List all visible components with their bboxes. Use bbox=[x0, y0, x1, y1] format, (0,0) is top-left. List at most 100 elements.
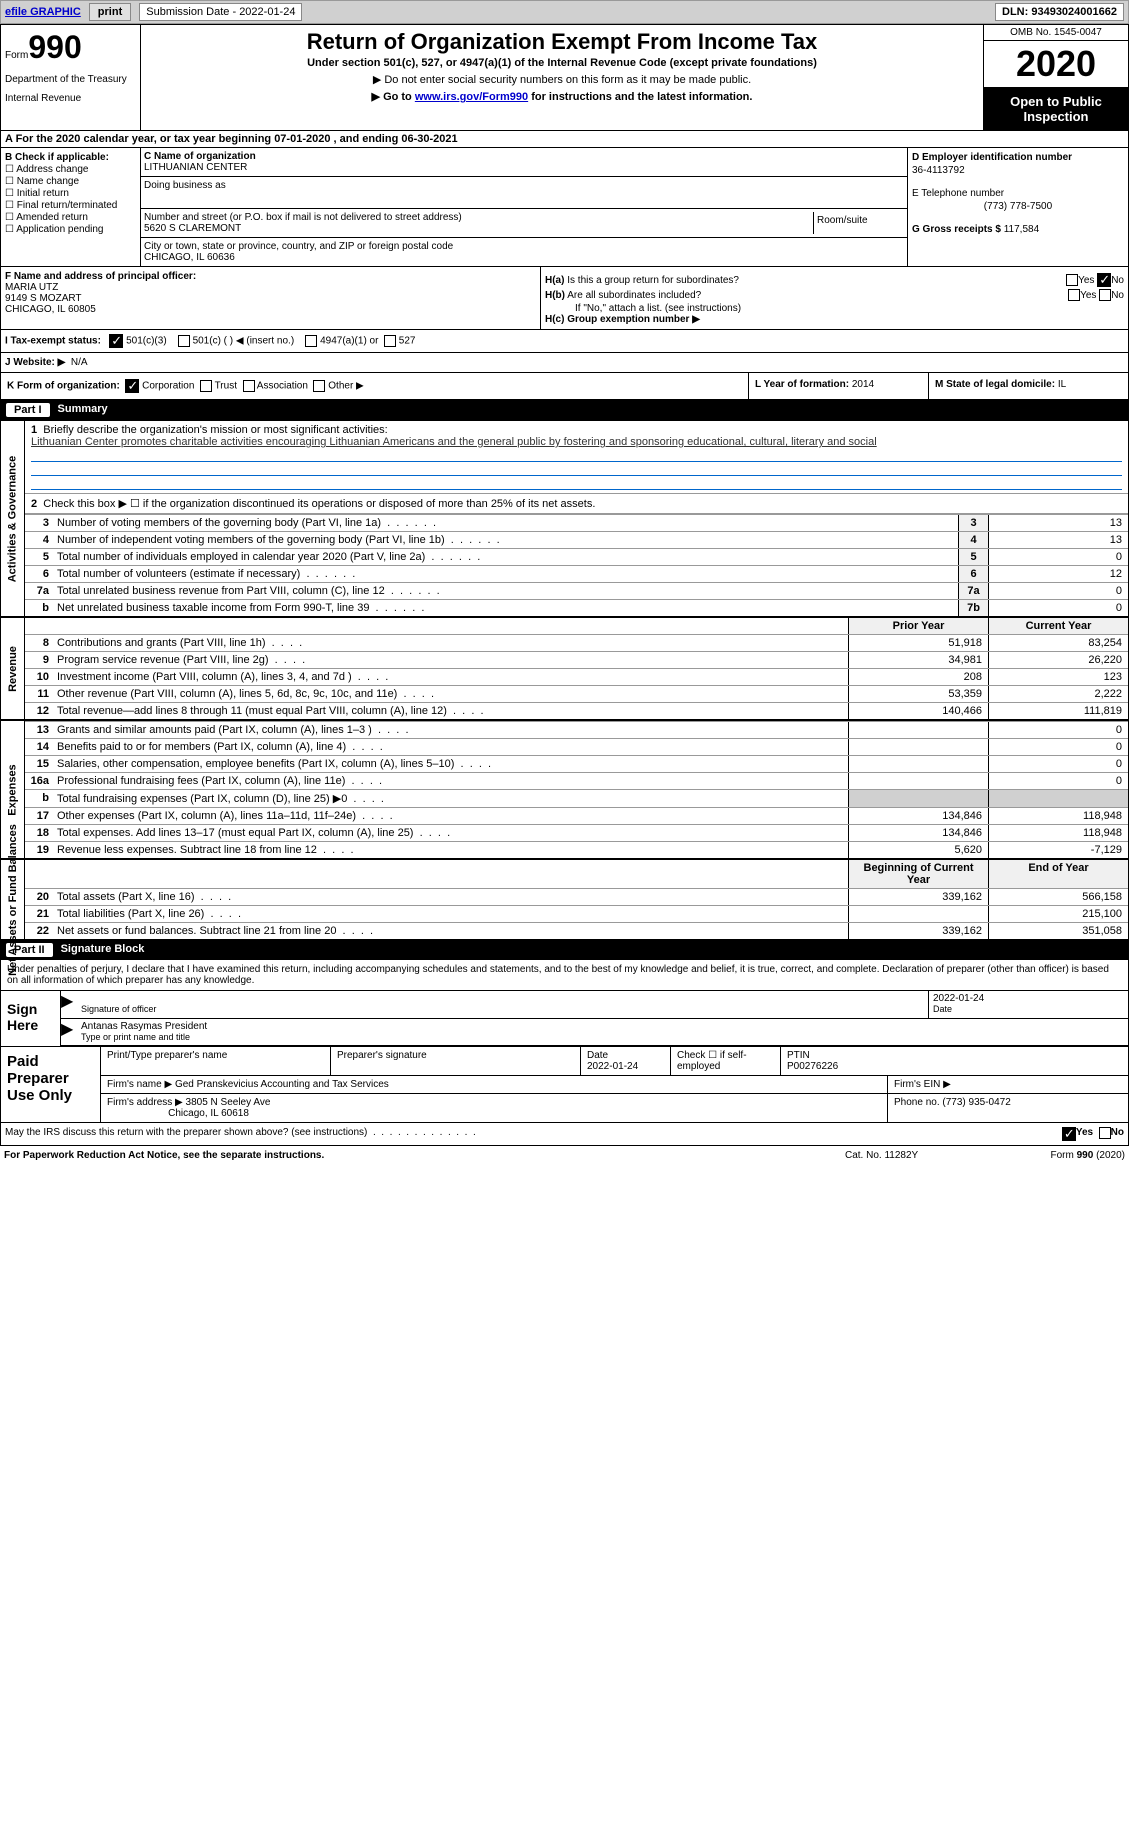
table-row: 6Total number of volunteers (estimate if… bbox=[25, 565, 1128, 582]
table-row: 11Other revenue (Part VIII, column (A), … bbox=[25, 685, 1128, 702]
addr-value: 5620 S CLAREMONT bbox=[144, 223, 241, 234]
officer-sig-label: Signature of officer bbox=[81, 1004, 156, 1014]
print-button[interactable]: print bbox=[89, 3, 131, 21]
part-2-header: Part II Signature Block bbox=[0, 940, 1129, 960]
table-row: 20Total assets (Part X, line 16) . . . .… bbox=[25, 888, 1128, 905]
vert-label-rev: Revenue bbox=[7, 646, 19, 692]
cb-ha-yes[interactable] bbox=[1066, 274, 1078, 286]
addr-label: Number and street (or P.O. box if mail i… bbox=[144, 212, 462, 223]
cb-address-change[interactable]: ☐ Address change bbox=[5, 164, 136, 175]
officer-name-title: Antanas Rasymas President bbox=[81, 1021, 207, 1032]
cb-discuss-no[interactable] bbox=[1099, 1127, 1111, 1139]
form-number: Form990 bbox=[5, 29, 136, 66]
q1-answer: Lithuanian Center promotes charitable ac… bbox=[31, 436, 877, 448]
form-title: Return of Organization Exempt From Incom… bbox=[145, 29, 979, 55]
room-label: Room/suite bbox=[814, 212, 904, 234]
dba-label: Doing business as bbox=[144, 180, 226, 191]
table-row: bTotal fundraising expenses (Part IX, co… bbox=[25, 789, 1128, 807]
prep-name-label: Print/Type preparer's name bbox=[107, 1050, 227, 1061]
prep-self-employed[interactable]: Check ☐ if self-employed bbox=[677, 1050, 747, 1072]
paid-preparer-block: Paid Preparer Use Only Print/Type prepar… bbox=[0, 1047, 1129, 1123]
table-row: bNet unrelated business taxable income f… bbox=[25, 599, 1128, 616]
cb-assoc[interactable] bbox=[243, 380, 255, 392]
col-f-officer: F Name and address of principal officer:… bbox=[1, 267, 541, 329]
table-row: 7aTotal unrelated business revenue from … bbox=[25, 582, 1128, 599]
cb-initial-return[interactable]: ☐ Initial return bbox=[5, 188, 136, 199]
irs-link[interactable]: www.irs.gov/Form990 bbox=[415, 91, 528, 103]
summary-revenue: Revenue b Prior Year Current Year 8Contr… bbox=[0, 617, 1129, 720]
col-d-ein-phone: D Employer identification number 36-4113… bbox=[908, 148, 1128, 266]
cb-discuss-yes[interactable] bbox=[1062, 1127, 1076, 1141]
ein-value: 36-4113792 bbox=[912, 165, 1124, 176]
city-value: CHICAGO, IL 60636 bbox=[144, 252, 235, 263]
firm-phone: (773) 935-0472 bbox=[942, 1097, 1010, 1108]
table-row: 17Other expenses (Part IX, column (A), l… bbox=[25, 807, 1128, 824]
table-row: 8Contributions and grants (Part VIII, li… bbox=[25, 634, 1128, 651]
summary-governance: Activities & Governance 1 Briefly descri… bbox=[0, 420, 1129, 617]
prior-year-header: Prior Year bbox=[848, 618, 988, 634]
dln: DLN: 93493024001662 bbox=[995, 3, 1124, 21]
table-row: 9Program service revenue (Part VIII, lin… bbox=[25, 651, 1128, 668]
city-label: City or town, state or province, country… bbox=[144, 241, 453, 252]
table-row: 5Total number of individuals employed in… bbox=[25, 548, 1128, 565]
officer-addr2: CHICAGO, IL 60805 bbox=[5, 304, 96, 315]
table-row: 22Net assets or fund balances. Subtract … bbox=[25, 922, 1128, 939]
sign-here-block: Sign Here ▶ Signature of officer 2022-01… bbox=[0, 991, 1129, 1047]
firm-name: Ged Pranskevicius Accounting and Tax Ser… bbox=[175, 1079, 389, 1090]
table-row: 19Revenue less expenses. Subtract line 1… bbox=[25, 841, 1128, 858]
hc-label: H(c) Group exemption number ▶ bbox=[545, 314, 700, 325]
cb-trust[interactable] bbox=[200, 380, 212, 392]
cat-no: Cat. No. 11282Y bbox=[845, 1150, 985, 1161]
cb-amended-return[interactable]: ☐ Amended return bbox=[5, 212, 136, 223]
table-row: 13Grants and similar amounts paid (Part … bbox=[25, 721, 1128, 738]
table-row: 10Investment income (Part VIII, column (… bbox=[25, 668, 1128, 685]
cb-name-change[interactable]: ☐ Name change bbox=[5, 176, 136, 187]
cb-hb-no[interactable] bbox=[1099, 289, 1111, 301]
arrow-icon: ▶ bbox=[61, 991, 77, 1018]
officer-name: MARIA UTZ bbox=[5, 282, 58, 293]
bottom-row: For Paperwork Reduction Act Notice, see … bbox=[0, 1146, 1129, 1165]
section-f-h: F Name and address of principal officer:… bbox=[0, 267, 1129, 330]
org-name: LITHUANIAN CENTER bbox=[144, 162, 247, 173]
cb-501c3[interactable] bbox=[109, 334, 123, 348]
vert-label-gov: Activities & Governance bbox=[7, 455, 19, 582]
org-name-label: C Name of organization bbox=[144, 151, 256, 162]
form-subtitle: Under section 501(c), 527, or 4947(a)(1)… bbox=[145, 57, 979, 69]
summary-expenses: Expenses 13Grants and similar amounts pa… bbox=[0, 720, 1129, 859]
cb-501c[interactable] bbox=[178, 335, 190, 347]
cb-4947[interactable] bbox=[305, 335, 317, 347]
gross-value: 117,584 bbox=[1004, 224, 1039, 235]
cb-corp[interactable] bbox=[125, 379, 139, 393]
submission-date: Submission Date - 2022-01-24 bbox=[139, 3, 302, 21]
table-row: 14Benefits paid to or for members (Part … bbox=[25, 738, 1128, 755]
section-b-c-d: B Check if applicable: ☐ Address change … bbox=[0, 148, 1129, 267]
sign-here-label: Sign Here bbox=[1, 991, 61, 1046]
cb-other[interactable] bbox=[313, 380, 325, 392]
cb-application-pending[interactable]: ☐ Application pending bbox=[5, 224, 136, 235]
cb-527[interactable] bbox=[384, 335, 396, 347]
prep-sig-label: Preparer's signature bbox=[337, 1050, 427, 1061]
table-row: 12Total revenue—add lines 8 through 11 (… bbox=[25, 702, 1128, 719]
form-ref: Form 990 (2020) bbox=[985, 1150, 1125, 1161]
prep-date: 2022-01-24 bbox=[587, 1061, 638, 1072]
open-public: Open to Public Inspection bbox=[984, 88, 1128, 130]
end-year-header: End of Year bbox=[988, 860, 1128, 888]
arrow-icon: ▶ bbox=[61, 1019, 77, 1045]
efile-link[interactable]: efile GRAPHIC bbox=[5, 6, 81, 18]
table-row: 18Total expenses. Add lines 13–17 (must … bbox=[25, 824, 1128, 841]
sig-date: 2022-01-24 bbox=[933, 993, 984, 1004]
dept-irs: Internal Revenue bbox=[5, 93, 136, 104]
col-c-org-info: C Name of organization LITHUANIAN CENTER… bbox=[141, 148, 908, 266]
paperwork-notice: For Paperwork Reduction Act Notice, see … bbox=[4, 1150, 845, 1161]
top-bar: efile GRAPHIC print Submission Date - 20… bbox=[0, 0, 1129, 24]
cb-final-return[interactable]: ☐ Final return/terminated bbox=[5, 200, 136, 211]
ptin-value: P00276226 bbox=[787, 1061, 838, 1072]
prep-label: Paid Preparer Use Only bbox=[1, 1047, 101, 1122]
cb-ha-no[interactable] bbox=[1097, 273, 1111, 287]
cb-hb-yes[interactable] bbox=[1068, 289, 1080, 301]
table-row: 4Number of independent voting members of… bbox=[25, 531, 1128, 548]
table-row: 16aProfessional fundraising fees (Part I… bbox=[25, 772, 1128, 789]
state-domicile: IL bbox=[1058, 379, 1066, 390]
note-ssn: ▶ Do not enter social security numbers o… bbox=[145, 73, 979, 86]
table-row: 3Number of voting members of the governi… bbox=[25, 514, 1128, 531]
